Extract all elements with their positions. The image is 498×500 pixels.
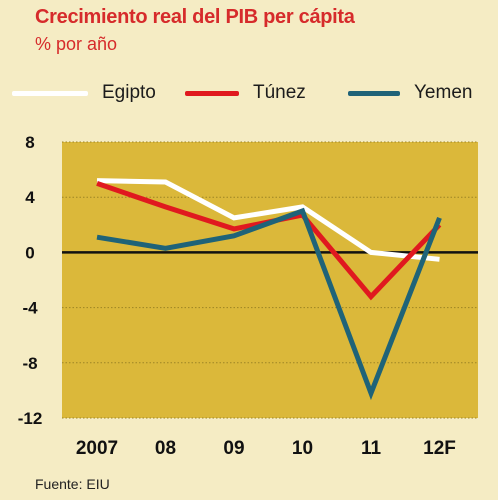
legend: Egipto Túnez Yemen [0,82,498,112]
x-tick-label: 08 [155,438,176,459]
y-tick-label: -8 [22,354,37,373]
y-tick-label: 0 [25,243,34,262]
legend-label-egipto: Egipto [102,82,156,103]
legend-label-yemen: Yemen [414,82,473,103]
legend-item-egipto: Egipto [12,82,156,104]
x-tick-label: 12F [423,438,456,459]
x-tick-label: 11 [361,438,382,459]
x-tick-label: 09 [223,438,244,459]
chart-title: Crecimiento real del PIB per cápita [35,6,355,28]
legend-item-tunez: Túnez [185,82,306,104]
series-line-egipto [96,178,440,262]
y-tick-label: 4 [25,188,35,207]
y-tick-label: 8 [25,133,34,152]
legend-item-yemen: Yemen [348,82,472,104]
chart-subtitle: % por año [35,34,118,54]
series-line-yemen [96,207,442,401]
plot-background [62,142,478,418]
y-tick-label: -12 [18,409,43,428]
legend-swatch-yemen [348,90,400,96]
source-note: Fuente: EIU [35,476,110,492]
y-tick-label: -4 [22,299,38,318]
x-tick-label: 2007 [76,438,118,459]
x-tick-label: 10 [292,438,313,459]
legend-swatch-egipto [12,90,88,96]
legend-swatch-tunez [185,90,239,96]
legend-label-tunez: Túnez [253,82,306,103]
